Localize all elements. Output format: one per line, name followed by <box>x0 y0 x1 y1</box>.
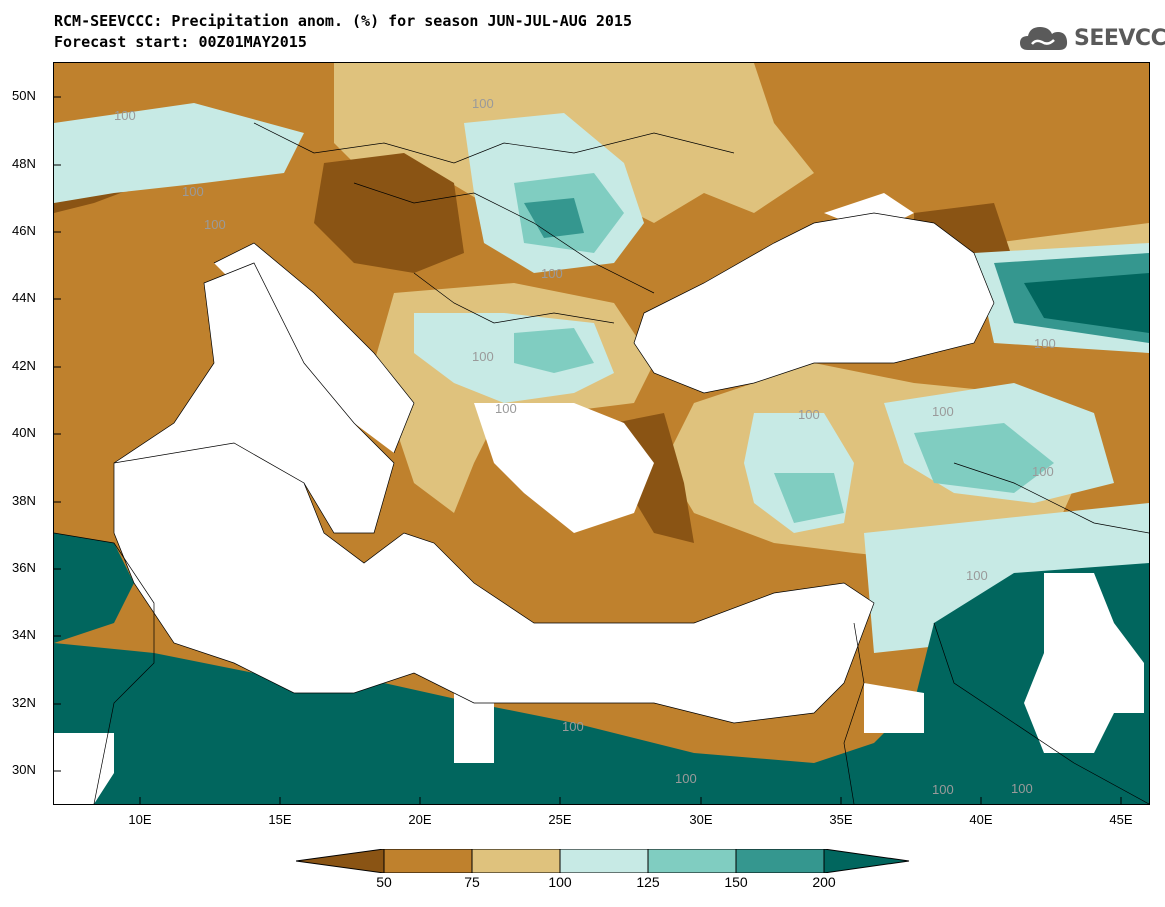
lat-label: 44N <box>12 290 36 305</box>
contour-label: 100 <box>966 568 988 583</box>
lat-label: 48N <box>12 156 36 171</box>
lat-label: 36N <box>12 560 36 575</box>
axis-ticks <box>54 96 1122 804</box>
sea-azov <box>824 193 914 233</box>
region-above-200-caucasus <box>1024 273 1149 333</box>
lon-label: 10E <box>128 812 152 827</box>
desert-mask-arabia <box>1024 573 1144 753</box>
contour-label: 100 <box>472 349 494 364</box>
region-above-200-algeria <box>54 533 134 643</box>
logo-text: SEEVCCC <box>1074 25 1165 51</box>
contour-label: 100 <box>1011 781 1033 796</box>
contour-label: 100 <box>932 782 954 797</box>
desert-mask-sinai <box>864 683 924 733</box>
sea-mediterranean <box>114 443 874 723</box>
cloud-logo-icon <box>1020 27 1068 50</box>
contour-labels: 100 100 100 100 100 100 100 100 100 100 … <box>114 96 1056 797</box>
lon-label: 40E <box>969 812 993 827</box>
lon-label: 45E <box>1109 812 1133 827</box>
contour-label: 100 <box>1034 336 1056 351</box>
colorbar-segment-75-100 <box>471 849 561 873</box>
lat-label: 46N <box>12 223 36 238</box>
contour-label: 100 <box>562 719 584 734</box>
colorbar-segment-50-75 <box>383 849 473 873</box>
country-borders <box>54 122 1149 804</box>
colorbar-label: 75 <box>464 874 480 890</box>
lon-label: 20E <box>408 812 432 827</box>
anomaly-fill-layer <box>54 63 1149 804</box>
contour-label: 100 <box>932 404 954 419</box>
lon-label: 25E <box>548 812 572 827</box>
colorbar <box>296 849 910 873</box>
region-150-200-romania <box>524 198 584 238</box>
contour-label: 100 <box>114 108 136 123</box>
lon-label: 15E <box>268 812 292 827</box>
sea-tyrrhenian <box>114 263 394 533</box>
region-125-150-bulgaria <box>514 328 594 373</box>
region-125-150-anatolia <box>774 473 844 523</box>
lat-label: 38N <box>12 493 36 508</box>
lat-label: 34N <box>12 627 36 642</box>
colorbar-segment-125-150 <box>647 849 737 873</box>
lat-label: 32N <box>12 695 36 710</box>
colorbar-label: 50 <box>376 874 392 890</box>
contour-label: 100 <box>204 217 226 232</box>
lat-label: 30N <box>12 762 36 777</box>
chart-title: RCM-SEEVCCC: Precipitation anom. (%) for… <box>54 12 632 30</box>
contour-label: 100 <box>675 771 697 786</box>
desert-mask-libya <box>454 683 494 763</box>
lat-label: 50N <box>12 88 36 103</box>
colorbar-segment-below-50 <box>296 849 385 873</box>
contour-label: 100 <box>541 266 563 281</box>
lon-label: 35E <box>829 812 853 827</box>
colorbar-label: 125 <box>636 874 660 890</box>
region-100-125-alps <box>54 103 304 203</box>
sea-aegean <box>474 403 654 533</box>
seevccc-logo: SEEVCCC <box>1018 22 1165 54</box>
forecast-start-label: Forecast start: 00Z01MAY2015 <box>54 33 307 51</box>
sea-black <box>634 213 994 393</box>
colorbar-segment-above-200 <box>823 849 910 873</box>
contour-label: 100 <box>798 407 820 422</box>
desert-mask-west <box>54 733 114 804</box>
contour-label: 100 <box>495 401 517 416</box>
colorbar-label: 100 <box>548 874 572 890</box>
contour-label: 100 <box>182 184 204 199</box>
lon-label: 30E <box>689 812 713 827</box>
region-below-50-hungary <box>314 153 464 273</box>
colorbar-label: 200 <box>812 874 836 890</box>
region-above-200-north-africa <box>54 563 1149 804</box>
colorbar-segment-100-125 <box>559 849 649 873</box>
contour-label: 100 <box>1032 464 1054 479</box>
precipitation-anomaly-map: 100 100 100 100 100 100 100 100 100 100 … <box>53 62 1150 805</box>
contour-label: 100 <box>472 96 494 111</box>
sea-adriatic <box>214 243 414 453</box>
colorbar-segment-150-200 <box>735 849 825 873</box>
colorbar-label: 150 <box>724 874 748 890</box>
lat-label: 42N <box>12 358 36 373</box>
region-125-150-east <box>914 423 1054 493</box>
lat-label: 40N <box>12 425 36 440</box>
